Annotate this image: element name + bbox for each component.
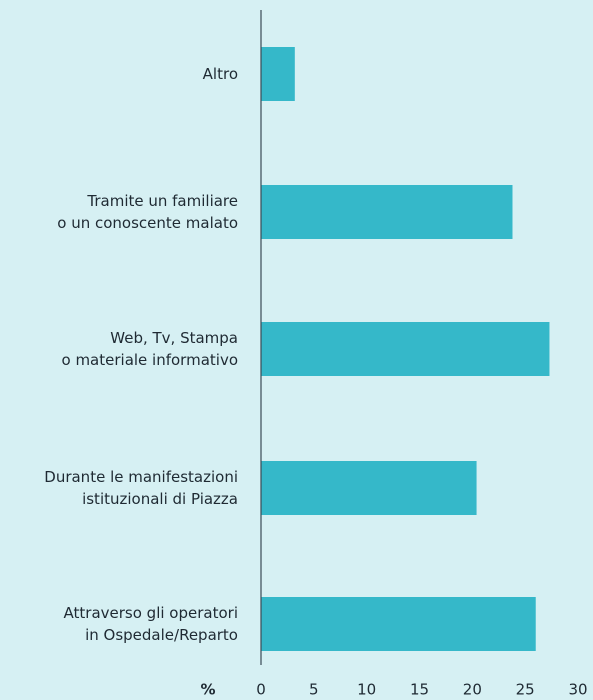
x-tick-label: 0 (256, 681, 266, 699)
bar (261, 597, 536, 651)
x-tick-label: 25 (516, 681, 535, 699)
label-line: Web, Tv, Stampa (110, 329, 238, 347)
x-tick-label: 30 (568, 681, 587, 699)
bar (261, 322, 550, 376)
y-tick-label: Altro (203, 65, 238, 83)
y-tick-label: Durante le manifestazioni istituzionali d… (44, 468, 238, 508)
x-tick-label: 15 (410, 681, 429, 699)
x-tick-label: 5 (309, 681, 319, 699)
label-line: Altro (203, 65, 238, 83)
bar (261, 47, 295, 101)
x-tick-label: 20 (463, 681, 482, 699)
label-line: o materiale informativo (62, 351, 239, 369)
y-tick-label: Tramite un familiare o un conoscente mala… (57, 192, 238, 232)
y-tick-label: Attraverso gli operatori in Ospedale/Repa… (64, 604, 238, 644)
label-line: istituzionali di Piazza (82, 490, 238, 508)
x-axis-label: % (200, 681, 215, 699)
y-tick-label: Web, Tv, Stampa o materiale informativo (62, 329, 239, 369)
bar (261, 461, 477, 515)
label-line: o un conoscente malato (57, 214, 238, 232)
label-line: Durante le manifestazioni (44, 468, 238, 486)
x-tick-label: 10 (357, 681, 376, 699)
label-line: Tramite un familiare (86, 192, 238, 210)
label-line: in Ospedale/Reparto (85, 626, 238, 644)
label-line: Attraverso gli operatori (64, 604, 238, 622)
bar (261, 185, 513, 239)
